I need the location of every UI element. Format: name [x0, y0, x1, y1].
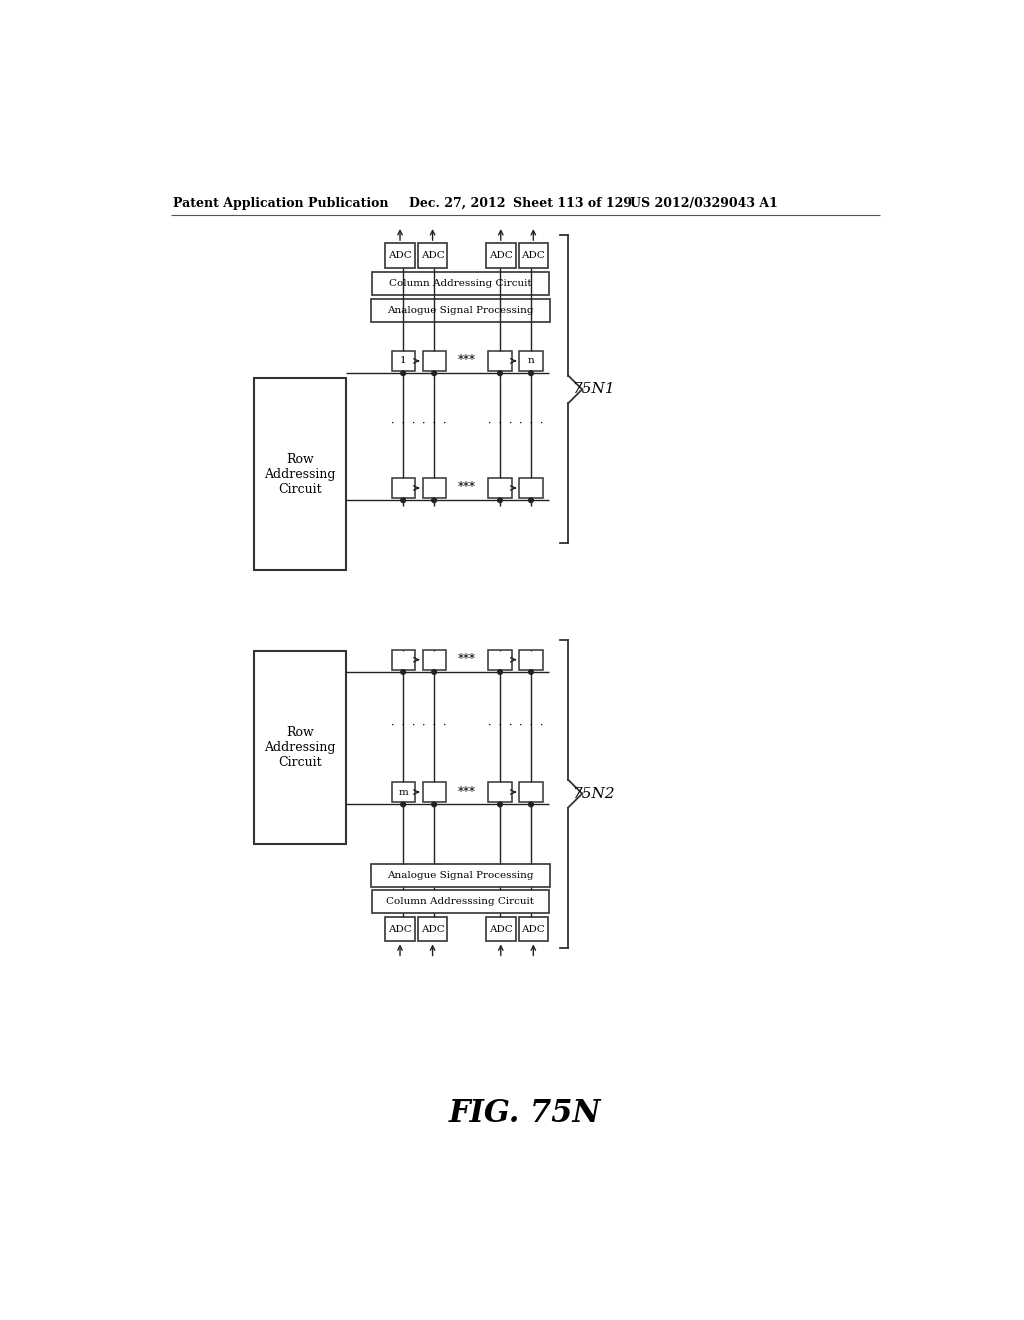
Text: ***: ***	[458, 785, 476, 799]
Text: ***: ***	[458, 354, 476, 367]
Text: ADC: ADC	[488, 251, 513, 260]
Circle shape	[498, 498, 503, 503]
Circle shape	[432, 498, 436, 503]
Circle shape	[432, 669, 436, 675]
Circle shape	[498, 803, 503, 807]
Text: Analogue Signal Processing: Analogue Signal Processing	[387, 871, 534, 879]
Bar	[391, 781, 415, 803]
Bar	[254, 378, 346, 570]
Bar	[423, 649, 445, 669]
Text: Patent Application Publication: Patent Application Publication	[173, 197, 388, 210]
Text: ***: ***	[458, 482, 476, 495]
Bar	[519, 649, 543, 669]
Text: ·  ·  ·: · · ·	[391, 721, 416, 731]
Circle shape	[400, 669, 406, 675]
Bar	[391, 649, 415, 669]
Text: Column Addresssing Circuit: Column Addresssing Circuit	[386, 898, 535, 906]
Text: ·  ·  ·: · · ·	[422, 418, 446, 429]
Text: ·  ·  ·: · · ·	[519, 721, 544, 731]
Text: ADC: ADC	[388, 925, 412, 933]
Text: Sheet 113 of 129: Sheet 113 of 129	[513, 197, 632, 210]
Circle shape	[400, 371, 406, 375]
Text: ·  ·  ·: · · ·	[487, 418, 512, 429]
Bar	[423, 351, 445, 371]
Text: ADC: ADC	[388, 251, 412, 260]
Circle shape	[400, 803, 406, 807]
Bar	[488, 478, 512, 498]
Circle shape	[528, 803, 534, 807]
Bar	[371, 298, 550, 322]
Bar	[385, 917, 415, 941]
Bar	[518, 243, 548, 268]
Text: Dec. 27, 2012: Dec. 27, 2012	[409, 197, 505, 210]
Text: 75N1: 75N1	[571, 383, 614, 396]
Circle shape	[498, 371, 503, 375]
Bar	[418, 243, 447, 268]
Text: ADC: ADC	[488, 925, 513, 933]
Bar	[488, 351, 512, 371]
Text: ADC: ADC	[521, 925, 545, 933]
Text: ·  ·  ·: · · ·	[519, 418, 544, 429]
Bar	[488, 649, 512, 669]
Bar	[486, 243, 515, 268]
Bar	[519, 478, 543, 498]
Text: Column Addressing Circuit: Column Addressing Circuit	[389, 280, 531, 288]
Bar	[519, 781, 543, 803]
Text: FIG. 75N: FIG. 75N	[449, 1098, 601, 1129]
Bar	[391, 351, 415, 371]
Text: Row
Addressing
Circuit: Row Addressing Circuit	[264, 726, 336, 770]
Bar	[418, 917, 447, 941]
Circle shape	[528, 669, 534, 675]
Bar	[519, 351, 543, 371]
Bar	[372, 272, 549, 296]
Text: ADC: ADC	[521, 251, 545, 260]
Text: ***: ***	[458, 653, 476, 667]
Bar	[391, 478, 415, 498]
Text: ·  ·  ·: · · ·	[487, 721, 512, 731]
Text: ·  ·  ·: · · ·	[422, 721, 446, 731]
Bar	[486, 917, 515, 941]
Circle shape	[432, 803, 436, 807]
Circle shape	[528, 371, 534, 375]
Circle shape	[400, 498, 406, 503]
Text: 75N2: 75N2	[571, 787, 614, 801]
Bar	[423, 478, 445, 498]
Bar	[488, 781, 512, 803]
Text: US 2012/0329043 A1: US 2012/0329043 A1	[630, 197, 778, 210]
Circle shape	[498, 669, 503, 675]
Bar	[518, 917, 548, 941]
Circle shape	[528, 498, 534, 503]
Bar	[371, 863, 550, 887]
Text: 1: 1	[399, 356, 407, 366]
Text: Analogue Signal Processing: Analogue Signal Processing	[387, 306, 534, 314]
Bar	[372, 890, 549, 913]
Text: n: n	[527, 356, 535, 366]
Text: m: m	[398, 788, 408, 796]
Bar	[385, 243, 415, 268]
Text: ·  ·  ·: · · ·	[391, 418, 416, 429]
Bar	[254, 651, 346, 843]
Text: Row
Addressing
Circuit: Row Addressing Circuit	[264, 453, 336, 495]
Text: ADC: ADC	[421, 251, 444, 260]
Text: ADC: ADC	[421, 925, 444, 933]
Circle shape	[432, 371, 436, 375]
Bar	[423, 781, 445, 803]
